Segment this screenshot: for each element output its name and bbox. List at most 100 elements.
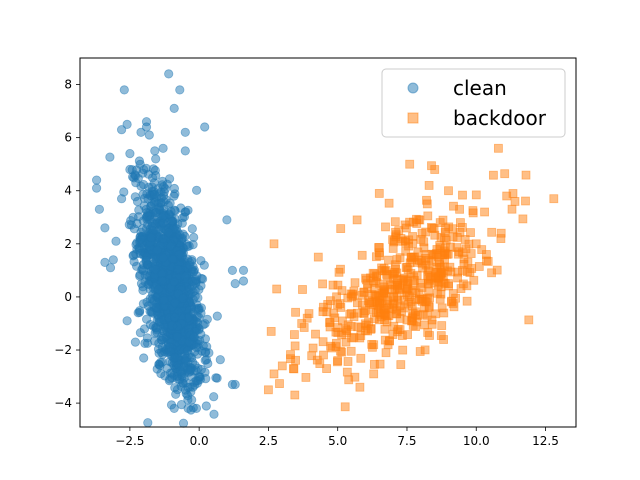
- clean-point: [201, 355, 212, 365]
- backdoor-point: [384, 255, 393, 265]
- backdoor-point: [433, 252, 443, 262]
- backdoor-point: [518, 214, 528, 224]
- backdoor-point: [393, 280, 403, 290]
- clean-point: [178, 418, 189, 428]
- clean-point: [170, 352, 180, 363]
- backdoor-point: [435, 294, 445, 304]
- backdoor-point: [333, 356, 343, 366]
- clean-point: [230, 278, 240, 289]
- clean-point: [122, 316, 132, 326]
- backdoor-point: [326, 341, 336, 351]
- backdoor-point: [432, 262, 442, 272]
- y-axis: −4 −2 0 2 4 6 8: [54, 78, 80, 410]
- x-tick-label: 0.0: [190, 434, 209, 448]
- backdoor-point: [374, 243, 384, 252]
- x-axis: −2.5 0.0 2.5 5.0 7.5 10.0 12.5: [115, 427, 559, 448]
- backdoor-point: [471, 190, 481, 200]
- backdoor-point: [408, 238, 418, 248]
- backdoor-point: [437, 321, 447, 331]
- clean-point: [139, 201, 149, 211]
- clean-point: [182, 241, 192, 252]
- backdoor-point: [429, 224, 439, 234]
- legend-marker-backdoor: [407, 112, 419, 124]
- backdoor-point: [308, 343, 318, 353]
- backdoor-point: [461, 244, 471, 254]
- backdoor-series: [263, 143, 559, 412]
- backdoor-point: [275, 379, 284, 389]
- backdoor-point: [269, 369, 279, 379]
- clean-point: [201, 401, 211, 411]
- backdoor-point: [420, 345, 430, 355]
- backdoor-point: [510, 196, 520, 206]
- clean-point: [139, 180, 149, 190]
- clean-point: [163, 228, 173, 238]
- backdoor-point: [462, 281, 472, 291]
- clean-point: [169, 403, 179, 413]
- clean-point: [94, 204, 105, 214]
- clean-point: [145, 319, 155, 330]
- legend-label-backdoor: backdoor: [453, 106, 547, 130]
- clean-point: [151, 154, 161, 164]
- clean-point: [172, 321, 182, 331]
- backdoor-point: [336, 224, 346, 234]
- clean-point: [174, 249, 184, 260]
- clean-point: [175, 85, 185, 95]
- clean-point: [238, 265, 249, 275]
- clean-point: [199, 260, 209, 270]
- backdoor-point: [445, 242, 455, 252]
- backdoor-point: [311, 329, 320, 339]
- backdoor-point: [350, 278, 360, 288]
- clean-point: [158, 333, 168, 343]
- backdoor-point: [368, 305, 378, 315]
- backdoor-point: [343, 357, 353, 366]
- clean-point: [158, 143, 168, 153]
- backdoor-point: [419, 237, 429, 247]
- clean-point: [183, 365, 193, 375]
- legend: clean backdoor: [381, 68, 566, 138]
- backdoor-point: [312, 355, 322, 365]
- backdoor-point: [328, 280, 338, 290]
- clean-point: [141, 255, 151, 265]
- backdoor-point: [480, 207, 490, 217]
- backdoor-point: [302, 313, 312, 323]
- backdoor-point: [366, 323, 376, 333]
- backdoor-point: [412, 219, 422, 228]
- backdoor-point: [356, 353, 366, 363]
- clean-point: [157, 276, 167, 286]
- backdoor-point: [342, 326, 352, 336]
- clean-point: [143, 279, 153, 289]
- clean-point: [136, 234, 146, 244]
- clean-point: [196, 281, 206, 291]
- backdoor-point: [439, 335, 449, 344]
- backdoor-point: [487, 268, 497, 278]
- clean-point: [182, 346, 193, 356]
- backdoor-point: [423, 328, 433, 337]
- backdoor-point: [388, 300, 398, 310]
- backdoor-point: [440, 227, 450, 237]
- clean-point: [135, 328, 145, 338]
- clean-point: [189, 332, 199, 342]
- clean-point: [131, 178, 141, 188]
- clean-point: [191, 403, 201, 413]
- clean-point: [227, 265, 237, 275]
- clean-point: [138, 266, 149, 276]
- backdoor-point: [430, 271, 440, 281]
- backdoor-point: [291, 307, 301, 317]
- clean-point: [160, 371, 170, 381]
- backdoor-point: [357, 250, 367, 260]
- backdoor-point: [477, 245, 487, 255]
- clean-point: [117, 194, 127, 204]
- backdoor-point: [331, 327, 341, 337]
- y-tick-label: 6: [64, 131, 72, 145]
- clean-point: [191, 376, 201, 386]
- legend-label-clean: clean: [453, 76, 507, 100]
- clean-point: [148, 173, 158, 183]
- backdoor-point: [402, 262, 412, 272]
- clean-point: [150, 189, 160, 200]
- clean-point: [164, 69, 174, 79]
- legend-marker-clean: [407, 82, 419, 94]
- backdoor-point: [356, 323, 366, 333]
- backdoor-point: [466, 249, 476, 259]
- backdoor-point: [424, 180, 434, 190]
